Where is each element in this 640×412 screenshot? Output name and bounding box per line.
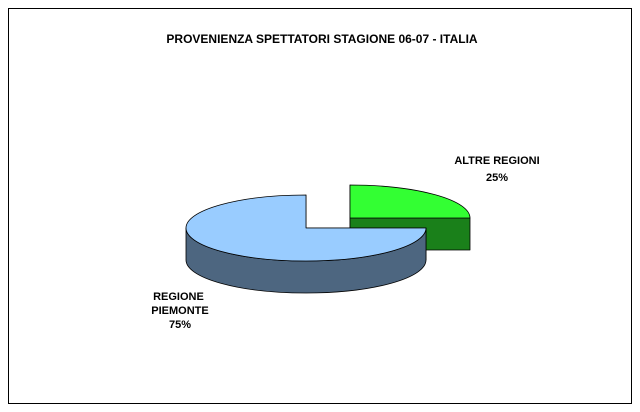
slice-label-line: PIEMONTE	[151, 305, 208, 317]
chart-frame	[8, 8, 632, 404]
chart-title: PROVENIENZA SPETTATORI STAGIONE 06-07 - …	[166, 32, 477, 46]
slice-value-label: 25%	[486, 172, 508, 184]
slice-top	[349, 184, 471, 219]
slice-value-label: 75%	[169, 319, 191, 331]
slice-label-line: REGIONE	[153, 291, 207, 303]
slice-label: REGIONE PIEMONTE	[151, 291, 208, 317]
slice-top	[185, 194, 427, 262]
pie-slice	[185, 194, 427, 294]
slice-label: ALTRE REGIONI	[454, 155, 539, 167]
